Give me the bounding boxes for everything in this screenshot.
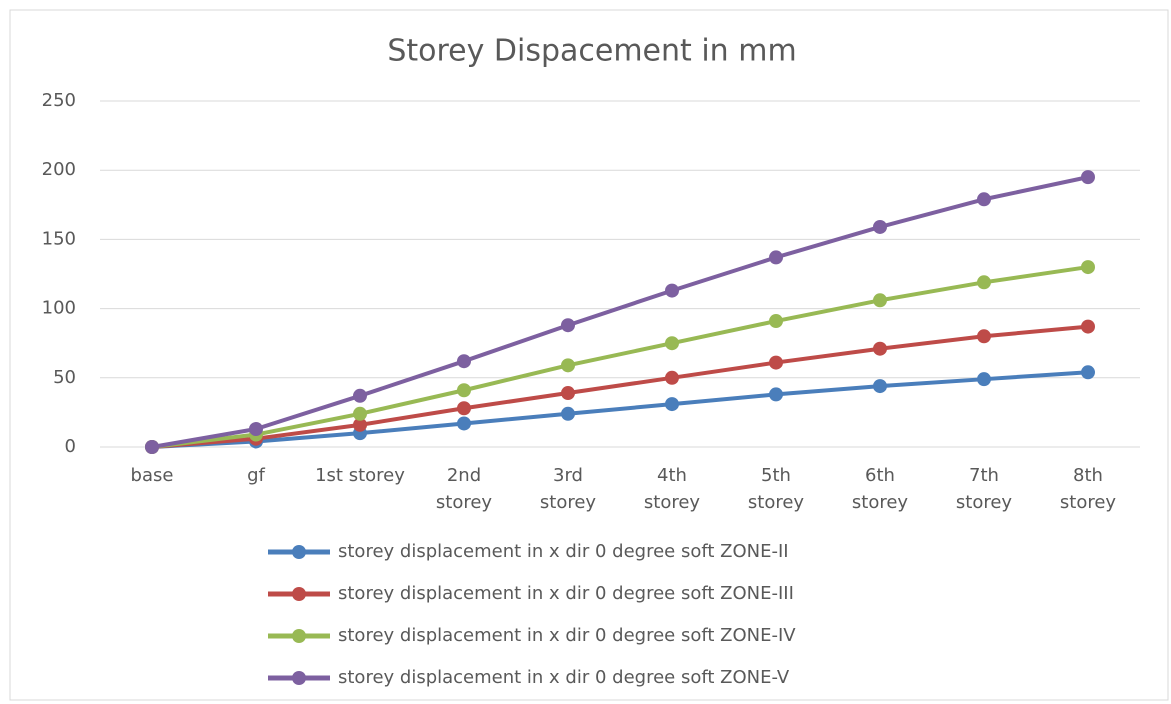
y-tick-label: 0 xyxy=(65,436,76,457)
x-tick-label: 6th storey xyxy=(851,465,909,513)
x-tick-label: 2nd storey xyxy=(435,465,493,513)
data-point xyxy=(977,329,991,344)
x-tick-label: 4th storey xyxy=(643,465,701,513)
legend-marker xyxy=(292,629,306,643)
legend-label: storey displacement in x dir 0 degree so… xyxy=(338,625,796,646)
data-point xyxy=(561,318,575,333)
data-point xyxy=(145,440,159,454)
data-point xyxy=(561,386,575,401)
series-line xyxy=(151,370,1089,449)
x-tick-label: 5th storey xyxy=(747,465,805,513)
chart-frame xyxy=(9,9,1169,701)
data-point xyxy=(665,397,679,412)
y-tick-label: 150 xyxy=(42,228,76,249)
data-point xyxy=(769,314,783,329)
series-line xyxy=(151,265,1089,449)
data-point xyxy=(249,422,263,437)
data-point xyxy=(977,192,991,207)
data-point xyxy=(665,370,679,385)
data-point xyxy=(1081,319,1095,334)
y-tick-label: 50 xyxy=(53,367,76,388)
data-point xyxy=(457,354,471,369)
x-tick-label: 3rd storey xyxy=(539,465,597,513)
x-tick-label: 1st storey xyxy=(315,465,405,486)
y-tick-label: 100 xyxy=(42,298,76,319)
data-point xyxy=(561,406,575,421)
data-point xyxy=(977,275,991,290)
data-point xyxy=(769,387,783,402)
data-point xyxy=(353,388,367,403)
y-tick-label: 200 xyxy=(42,159,76,180)
legend-label: storey displacement in x dir 0 degree so… xyxy=(338,583,794,604)
data-point xyxy=(873,379,887,394)
data-point xyxy=(457,401,471,416)
x-tick-label: base xyxy=(130,465,174,486)
legend-label: storey displacement in x dir 0 degree so… xyxy=(338,667,790,688)
chart-title: Storey Dispacement in mm xyxy=(387,34,796,69)
data-point xyxy=(353,406,367,421)
data-point xyxy=(1081,365,1095,380)
data-point xyxy=(1081,260,1095,275)
series-line xyxy=(151,324,1089,449)
x-tick-label: 7th storey xyxy=(955,465,1013,513)
legend-marker xyxy=(292,587,306,601)
legend-marker xyxy=(292,671,306,685)
data-point xyxy=(769,250,783,265)
data-point xyxy=(977,372,991,387)
x-tick-label: 8th storey xyxy=(1059,465,1117,513)
data-point xyxy=(457,383,471,398)
x-tick-label: gf xyxy=(247,465,265,486)
y-tick-label: 250 xyxy=(42,90,76,111)
data-point xyxy=(665,283,679,298)
data-point xyxy=(873,219,887,234)
series-line xyxy=(151,175,1089,449)
data-point xyxy=(873,293,887,308)
data-point xyxy=(769,355,783,370)
data-point xyxy=(665,336,679,351)
data-point xyxy=(561,358,575,373)
data-point xyxy=(1081,170,1095,185)
legend-label: storey displacement in x dir 0 degree so… xyxy=(338,541,789,562)
legend-marker xyxy=(292,545,306,559)
data-point xyxy=(457,416,471,431)
data-point xyxy=(353,417,367,432)
data-point xyxy=(873,341,887,356)
